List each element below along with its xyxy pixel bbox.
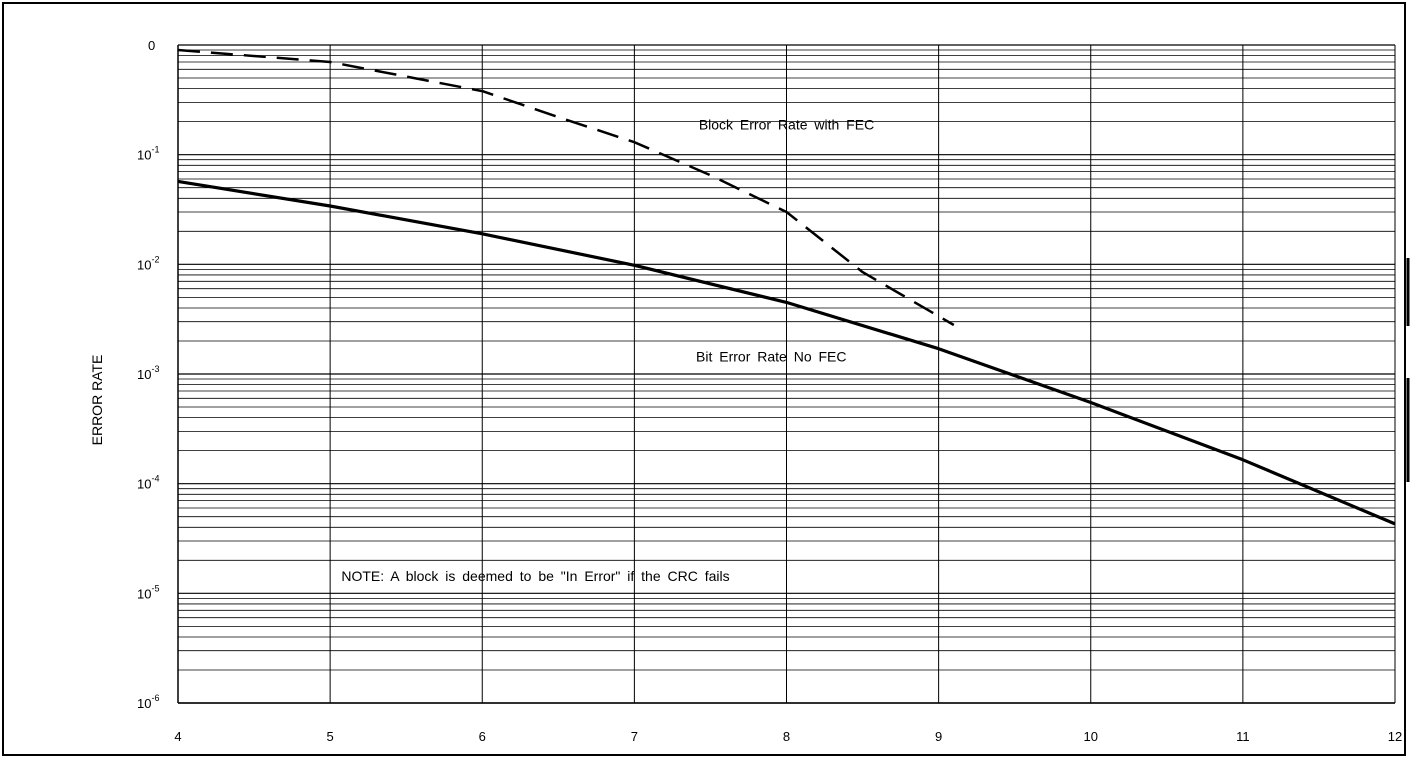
series-line-solid: [177, 179, 1396, 526]
y-tick-label: 10-5: [137, 583, 159, 601]
y-tick-label: 10-2: [137, 254, 159, 272]
x-tick-label: 7: [631, 729, 638, 744]
x-tick-label: 8: [783, 729, 790, 744]
plot-grid: [177, 44, 1396, 704]
y-tick-label: 0: [148, 38, 155, 53]
chart-annotation: Bit Error Rate No FEC: [696, 349, 846, 365]
series-lines: [177, 48, 1396, 526]
chart-annotation: NOTE: A block is deemed to be "In Error"…: [341, 568, 729, 584]
chart-annotations: Block Error Rate with FEC Bit Error Rate …: [341, 116, 874, 583]
y-tick-label: 10-3: [137, 364, 159, 382]
y-tick-labels: 0 10-1 10-2 10-3 10-4 10-5 10-6: [137, 38, 159, 711]
plot-axes: [177, 45, 1395, 704]
series-line-dashed: [177, 48, 955, 327]
y-tick-label: 10-4: [137, 474, 159, 492]
y-tick-label: 10-1: [137, 145, 159, 163]
chart-annotation: Block Error Rate with FEC: [699, 116, 874, 132]
x-tick-label: 5: [327, 729, 334, 744]
x-tick-label: 10: [1084, 729, 1098, 744]
y-axis-label: ERROR RATE: [89, 355, 105, 446]
x-tick-label: 12: [1388, 729, 1402, 744]
x-tick-label: 11: [1236, 729, 1250, 744]
x-tick-labels: 4 5 6 7 8 9 10 11 12: [174, 729, 1402, 744]
y-tick-label: 10-6: [137, 693, 159, 711]
x-tick-label: 9: [935, 729, 942, 744]
x-tick-label: 6: [479, 729, 486, 744]
x-tick-label: 4: [174, 729, 181, 744]
